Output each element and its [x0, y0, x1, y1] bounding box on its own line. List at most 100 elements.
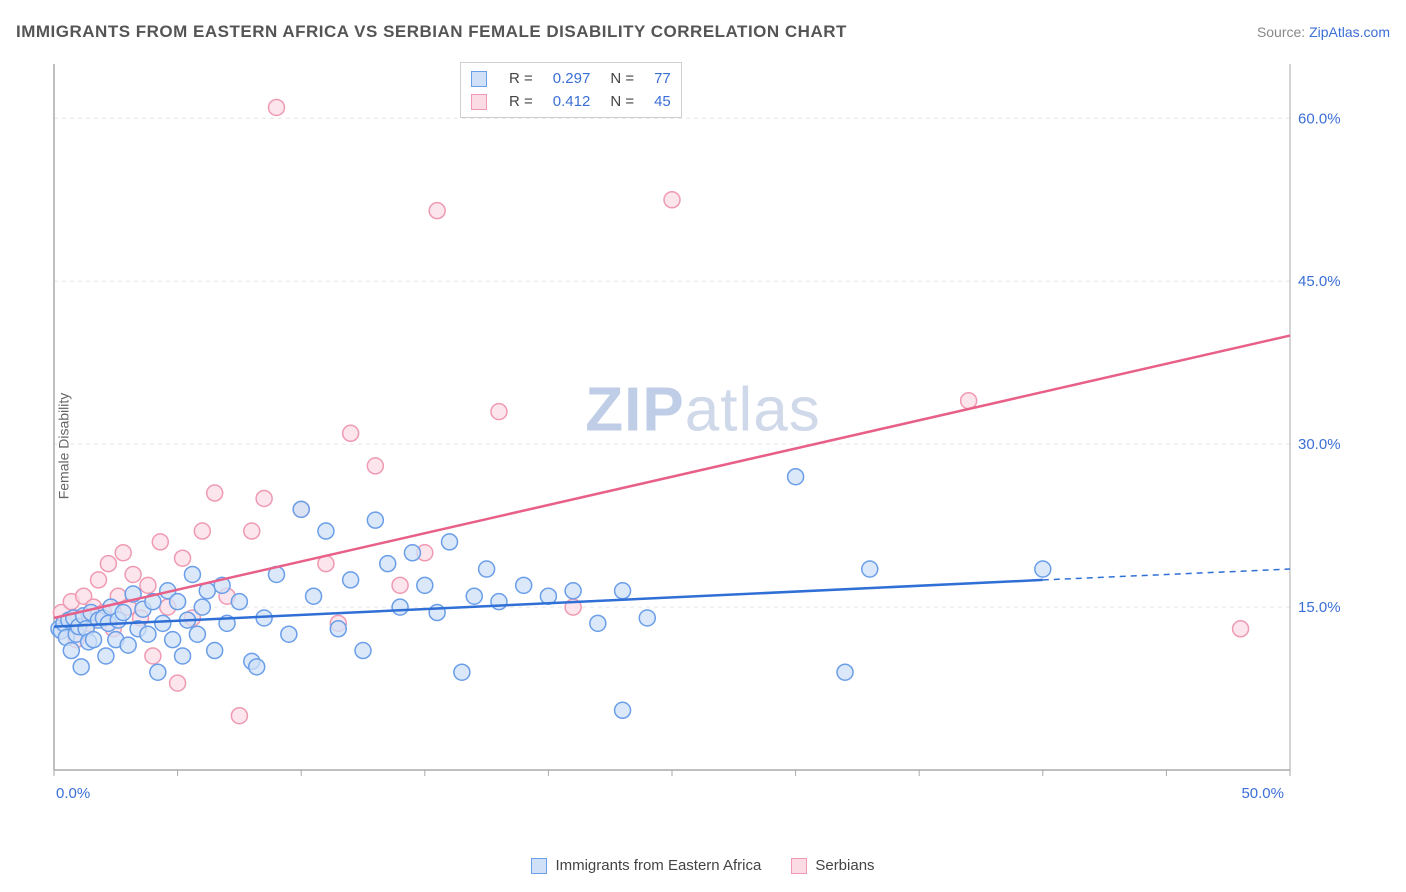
data-point-blue — [175, 648, 191, 664]
data-point-pink — [125, 566, 141, 582]
data-point-blue — [318, 523, 334, 539]
data-point-blue — [98, 648, 114, 664]
stat-N-label: N = — [600, 90, 644, 113]
data-point-pink — [140, 577, 156, 593]
data-point-pink — [175, 550, 191, 566]
data-point-pink — [664, 192, 680, 208]
data-point-pink — [244, 523, 260, 539]
source-label: Source: — [1257, 24, 1305, 40]
data-point-blue — [140, 626, 156, 642]
data-point-blue — [120, 637, 136, 653]
data-point-blue — [1035, 561, 1051, 577]
legend-item-pink: Serbians — [791, 857, 874, 874]
data-point-blue — [293, 501, 309, 517]
data-point-blue — [615, 702, 631, 718]
source-attribution: Source: ZipAtlas.com — [1257, 24, 1390, 40]
title-bar: IMMIGRANTS FROM EASTERN AFRICA VS SERBIA… — [16, 22, 1390, 42]
y-tick-label: 60.0% — [1298, 110, 1341, 127]
legend-swatch-blue — [471, 71, 487, 87]
data-point-pink — [429, 203, 445, 219]
data-point-blue — [615, 583, 631, 599]
chart-svg: 15.0%30.0%45.0%60.0%0.0%50.0% — [50, 60, 1350, 820]
data-point-pink — [231, 708, 247, 724]
data-point-blue — [367, 512, 383, 528]
data-point-blue — [417, 577, 433, 593]
stat-R-label: R = — [499, 90, 543, 113]
data-point-pink — [343, 425, 359, 441]
data-point-blue — [165, 632, 181, 648]
stat-R-label: R = — [499, 67, 543, 90]
stat-N-value: 45 — [644, 90, 681, 113]
data-point-pink — [170, 675, 186, 691]
data-point-blue — [837, 664, 853, 680]
data-point-pink — [207, 485, 223, 501]
data-point-blue — [392, 599, 408, 615]
stats-row: R =0.412N =45 — [461, 90, 681, 113]
y-tick-label: 30.0% — [1298, 436, 1341, 453]
legend-label: Immigrants from Eastern Africa — [555, 857, 761, 874]
x-tick-label: 50.0% — [1241, 785, 1284, 802]
data-point-blue — [355, 643, 371, 659]
data-point-blue — [788, 469, 804, 485]
data-point-blue — [249, 659, 265, 675]
data-point-blue — [194, 599, 210, 615]
data-point-blue — [150, 664, 166, 680]
data-point-blue — [343, 572, 359, 588]
data-point-pink — [1233, 621, 1249, 637]
data-point-pink — [491, 404, 507, 420]
legend-label: Serbians — [815, 857, 874, 874]
data-point-blue — [466, 588, 482, 604]
legend-swatch-pink — [471, 94, 487, 110]
data-point-blue — [73, 659, 89, 675]
data-point-pink — [367, 458, 383, 474]
stats-legend: R =0.297N =77R =0.412N =45 — [460, 62, 682, 118]
data-point-blue — [184, 566, 200, 582]
data-point-blue — [442, 534, 458, 550]
data-point-pink — [90, 572, 106, 588]
data-point-blue — [479, 561, 495, 577]
data-point-blue — [429, 605, 445, 621]
data-point-pink — [268, 99, 284, 115]
data-point-blue — [155, 615, 171, 631]
stat-N-label: N = — [600, 67, 644, 90]
stat-R-value: 0.412 — [543, 90, 601, 113]
data-point-pink — [152, 534, 168, 550]
legend-swatch-pink — [791, 858, 807, 874]
data-point-pink — [115, 545, 131, 561]
data-point-blue — [170, 594, 186, 610]
data-point-blue — [330, 621, 346, 637]
data-point-blue — [281, 626, 297, 642]
data-point-blue — [380, 556, 396, 572]
data-point-blue — [404, 545, 420, 561]
y-tick-label: 45.0% — [1298, 273, 1341, 290]
legend-item-blue: Immigrants from Eastern Africa — [531, 857, 761, 874]
data-point-pink — [194, 523, 210, 539]
trend-line-pink — [54, 336, 1290, 618]
data-point-blue — [189, 626, 205, 642]
stat-N-value: 77 — [644, 67, 681, 90]
data-point-blue — [516, 577, 532, 593]
data-point-pink — [145, 648, 161, 664]
chart-plot: 15.0%30.0%45.0%60.0%0.0%50.0% — [50, 60, 1350, 820]
data-point-pink — [256, 490, 272, 506]
chart-title: IMMIGRANTS FROM EASTERN AFRICA VS SERBIA… — [16, 22, 847, 42]
data-point-blue — [491, 594, 507, 610]
data-point-blue — [862, 561, 878, 577]
data-point-blue — [454, 664, 470, 680]
legend-swatch-blue — [531, 858, 547, 874]
data-point-pink — [100, 556, 116, 572]
stat-R-value: 0.297 — [543, 67, 601, 90]
data-point-blue — [306, 588, 322, 604]
data-point-blue — [590, 615, 606, 631]
data-point-pink — [961, 393, 977, 409]
data-point-blue — [63, 643, 79, 659]
source-link[interactable]: ZipAtlas.com — [1309, 24, 1390, 40]
data-point-blue — [86, 632, 102, 648]
data-point-blue — [639, 610, 655, 626]
data-point-pink — [392, 577, 408, 593]
data-point-blue — [115, 605, 131, 621]
data-point-blue — [565, 583, 581, 599]
x-tick-label: 0.0% — [56, 785, 90, 802]
trend-line-blue-dashed — [1043, 569, 1290, 580]
series-legend: Immigrants from Eastern Africa Serbians — [0, 857, 1406, 874]
